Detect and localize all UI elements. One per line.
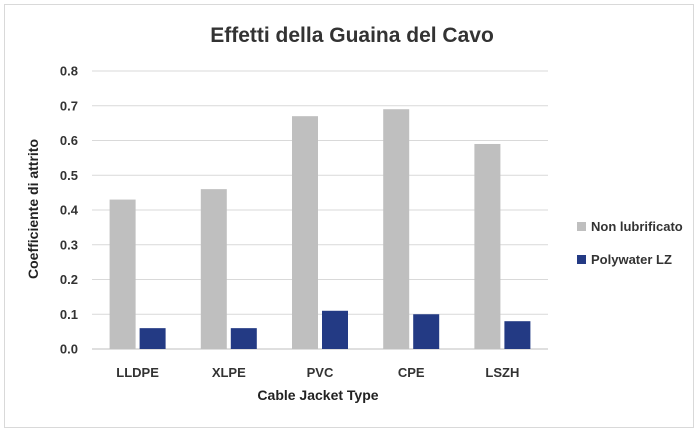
x-tick-label: XLPE <box>212 365 246 380</box>
legend-label: Non lubrificato <box>591 219 683 234</box>
y-tick-label: 0.2 <box>60 272 78 287</box>
x-axis-ticks: LLDPE XLPE PVC CPE LSZH <box>116 365 519 380</box>
gridlines <box>92 70 548 350</box>
y-tick-label: 0.7 <box>60 98 78 113</box>
legend-swatch <box>577 222 586 231</box>
y-tick-label: 0.1 <box>60 307 78 322</box>
x-axis-title: Cable Jacket Type <box>257 387 378 403</box>
x-tick-label: LSZH <box>485 365 519 380</box>
bar-polywater-lz-cpe <box>413 314 440 349</box>
y-tick-label: 0.5 <box>60 168 78 183</box>
bar-non-lubrificato-lszh <box>474 143 501 349</box>
bar-polywater-lz-lldpe <box>139 328 166 349</box>
legend-swatch <box>577 255 586 264</box>
bar-polywater-lz-lszh <box>504 321 531 349</box>
x-tick-label: LLDPE <box>116 365 159 380</box>
y-tick-label: 0.8 <box>60 64 78 79</box>
y-axis-ticks: 0.0 0.1 0.2 0.3 0.4 0.5 0.6 0.7 0.8 <box>60 64 79 357</box>
chart-title: Effetti della Guaina del Cavo <box>210 24 494 47</box>
y-tick-label: 0.4 <box>60 203 79 218</box>
bar-non-lubrificato-xlpe <box>200 189 227 349</box>
legend-label: Polywater LZ <box>591 252 672 267</box>
bars <box>109 109 531 349</box>
y-tick-label: 0.3 <box>60 237 78 252</box>
bar-polywater-lz-xlpe <box>230 328 257 349</box>
bar-non-lubrificato-lldpe <box>109 199 136 349</box>
bar-non-lubrificato-pvc <box>292 116 318 349</box>
y-tick-label: 0.6 <box>60 133 78 148</box>
y-tick-label: 0.0 <box>60 342 78 357</box>
x-tick-label: PVC <box>307 365 334 380</box>
y-axis-title: Coefficiente di attrito <box>25 139 41 279</box>
bar-non-lubrificato-cpe <box>383 109 410 349</box>
legend: Non lubrificato Polywater LZ <box>577 219 683 267</box>
x-tick-label: CPE <box>398 365 425 380</box>
bar-polywater-lz-pvc <box>322 310 348 349</box>
